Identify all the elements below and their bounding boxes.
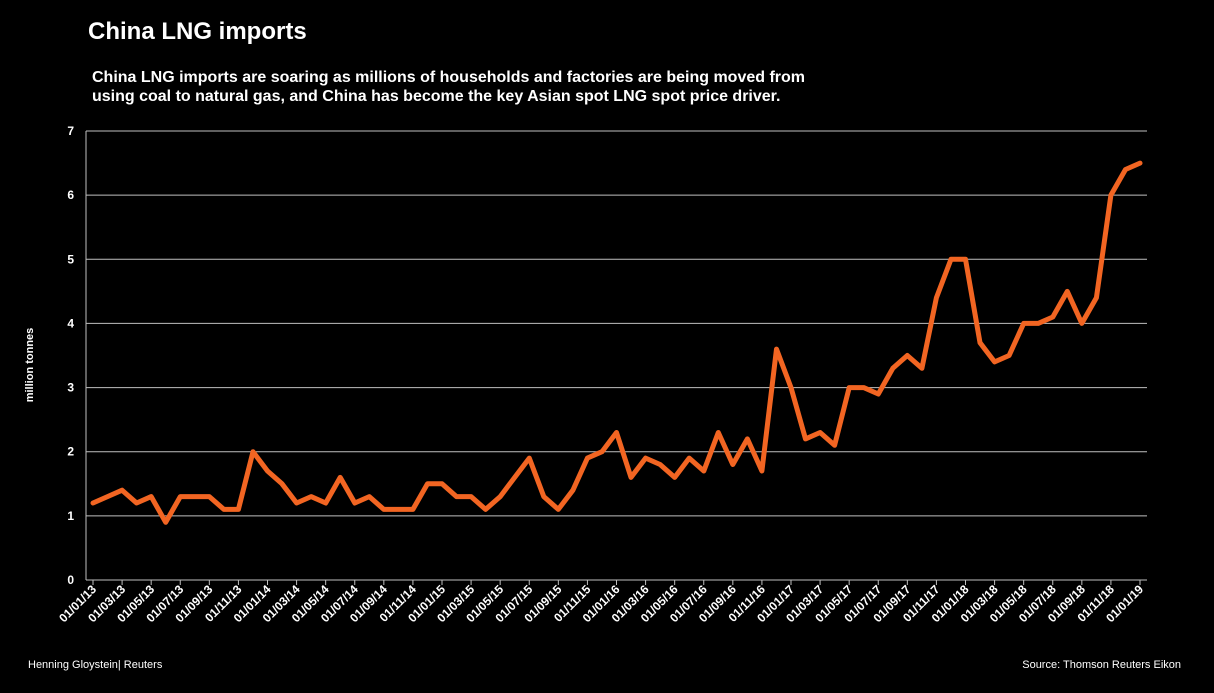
y-tick-label: 6 <box>67 188 74 202</box>
chart-subtitle: China LNG imports are soaring as million… <box>92 69 806 105</box>
series-line <box>90 160 1143 525</box>
y-tick-label: 0 <box>67 573 74 587</box>
y-tick-label: 1 <box>67 509 74 523</box>
y-axis-ticks: 0 1 2 3 4 5 6 7 <box>67 124 74 587</box>
y-tick-label: 5 <box>67 252 74 266</box>
source-credit: Source: Thomson Reuters Eikon <box>1022 659 1181 671</box>
y-tick-label: 7 <box>67 124 74 138</box>
y-tick-label: 3 <box>67 381 74 395</box>
series-group <box>90 160 1143 525</box>
chart-title: China LNG imports <box>88 18 307 45</box>
author-credit: Henning Gloystein| Reuters <box>28 659 163 671</box>
y-tick-label: 2 <box>67 445 74 459</box>
y-tick-label: 4 <box>67 316 74 330</box>
x-axis-ticks: 01/01/1301/03/1301/05/1301/07/1301/09/13… <box>56 580 1146 625</box>
grid <box>86 130 1147 517</box>
